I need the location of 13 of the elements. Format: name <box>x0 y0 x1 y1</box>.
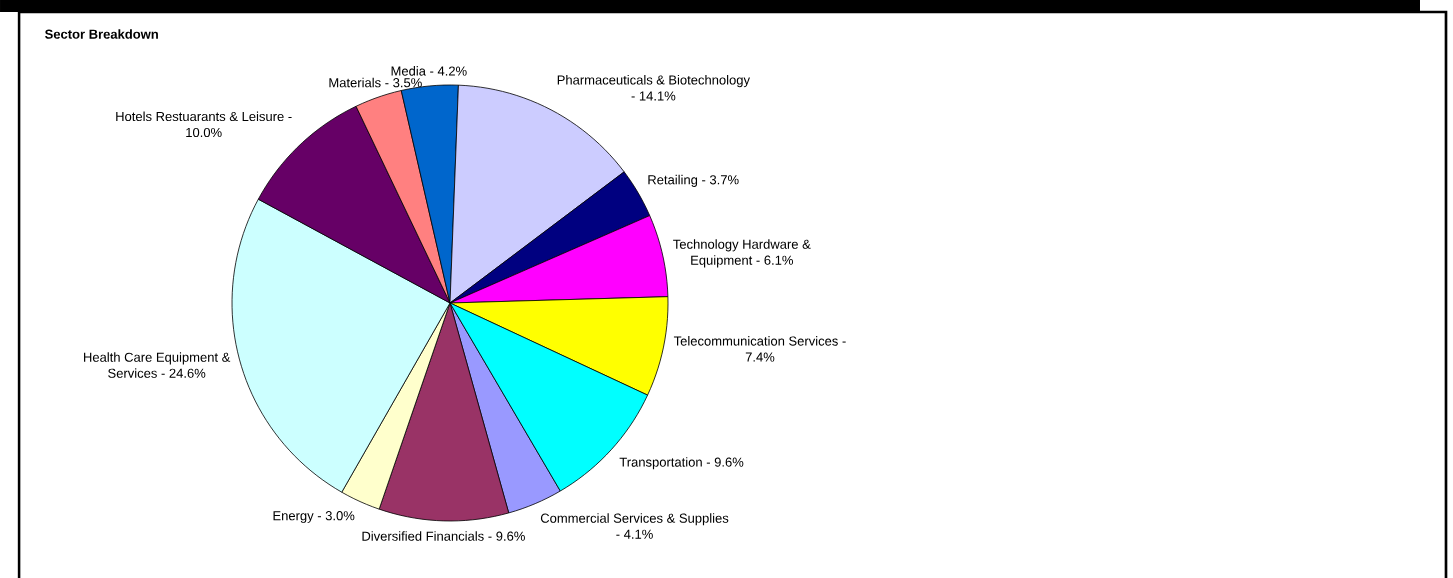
chart-title: Sector Breakdown <box>44 29 158 39</box>
slice-label: Hotels Restuarants & Leisure - 10.0% <box>116 111 292 138</box>
slice-label: Telecommunication Services - 7.4% <box>673 336 846 362</box>
slice-label: Retailing - 3.7% <box>648 174 739 187</box>
slice-label: Diversified Financials - 9.6% <box>362 531 525 541</box>
slice-label: Health Care Equipment & Services - 24.6% <box>84 352 231 378</box>
slice-label: Materials - 3.5% <box>329 77 422 88</box>
slice-label: Pharmaceuticals & Biotechnology - 14.1% <box>557 75 750 101</box>
slice-label: Media - 4.2% <box>391 66 467 76</box>
slice-label: Technology Hardware & Equipment - 6.1% <box>673 239 811 268</box>
slice-label: Transportation - 9.6% <box>619 457 744 470</box>
slice-label: Energy - 3.0% <box>273 511 355 523</box>
slice-label: Commercial Services & Supplies - 4.1% <box>540 513 729 539</box>
